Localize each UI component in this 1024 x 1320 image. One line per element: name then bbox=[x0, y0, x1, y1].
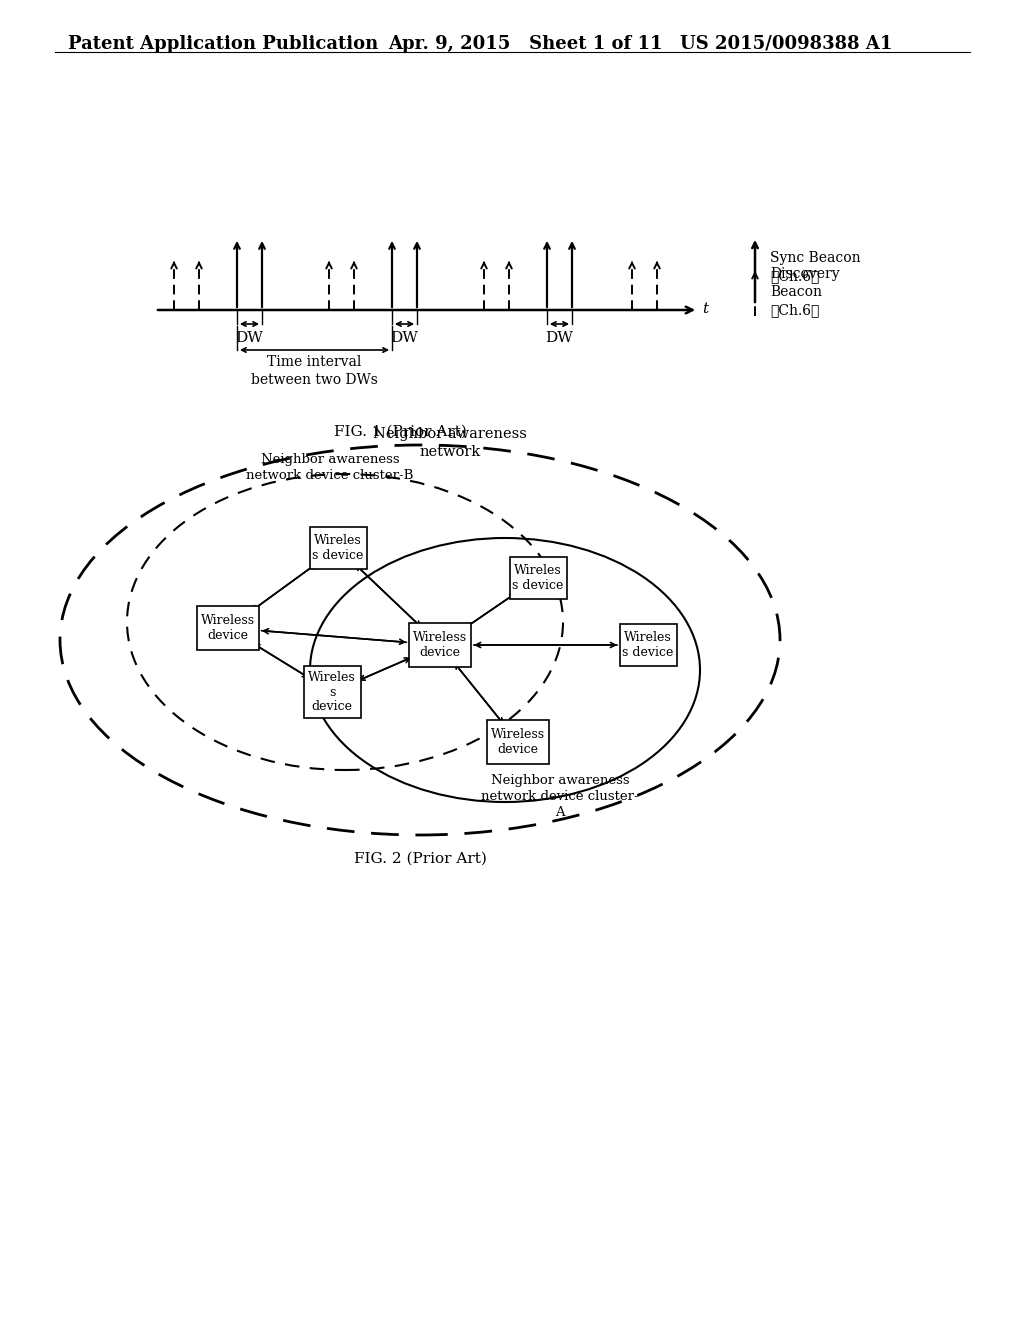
FancyBboxPatch shape bbox=[303, 667, 360, 718]
Text: US 2015/0098388 A1: US 2015/0098388 A1 bbox=[680, 36, 892, 53]
Text: Discovery
Beacon
（Ch.6）: Discovery Beacon （Ch.6） bbox=[770, 267, 840, 317]
Text: Time interval
between two DWs: Time interval between two DWs bbox=[251, 355, 378, 387]
FancyBboxPatch shape bbox=[510, 557, 566, 599]
FancyBboxPatch shape bbox=[309, 527, 367, 569]
Text: Neighbor awareness
network device cluster-
A: Neighbor awareness network device cluste… bbox=[481, 774, 639, 818]
Text: t: t bbox=[702, 302, 709, 315]
FancyBboxPatch shape bbox=[487, 719, 549, 764]
Text: Wireles
s
device: Wireles s device bbox=[308, 671, 356, 713]
Text: Neighbor awareness
network: Neighbor awareness network bbox=[373, 428, 527, 459]
Text: Patent Application Publication: Patent Application Publication bbox=[68, 36, 378, 53]
FancyBboxPatch shape bbox=[197, 606, 259, 649]
Text: Wireles
s device: Wireles s device bbox=[312, 535, 364, 562]
Text: Wireless
device: Wireless device bbox=[201, 614, 255, 642]
Text: Wireles
s device: Wireles s device bbox=[623, 631, 674, 659]
Text: DW: DW bbox=[546, 331, 573, 345]
Text: Neighbor awareness
network device cluster-B: Neighbor awareness network device cluste… bbox=[247, 453, 414, 482]
Text: Wireless
device: Wireless device bbox=[490, 729, 545, 756]
FancyBboxPatch shape bbox=[620, 624, 677, 667]
FancyBboxPatch shape bbox=[409, 623, 471, 667]
Text: Apr. 9, 2015   Sheet 1 of 11: Apr. 9, 2015 Sheet 1 of 11 bbox=[388, 36, 663, 53]
Text: FIG. 1 (Prior Art): FIG. 1 (Prior Art) bbox=[334, 425, 467, 440]
Text: DW: DW bbox=[236, 331, 263, 345]
Text: FIG. 2 (Prior Art): FIG. 2 (Prior Art) bbox=[353, 851, 486, 866]
Text: Sync Beacon
（Ch.6）: Sync Beacon （Ch.6） bbox=[770, 251, 860, 284]
Text: Wireles
s device: Wireles s device bbox=[512, 564, 563, 591]
Text: DW: DW bbox=[390, 331, 419, 345]
Text: Wireless
device: Wireless device bbox=[413, 631, 467, 659]
